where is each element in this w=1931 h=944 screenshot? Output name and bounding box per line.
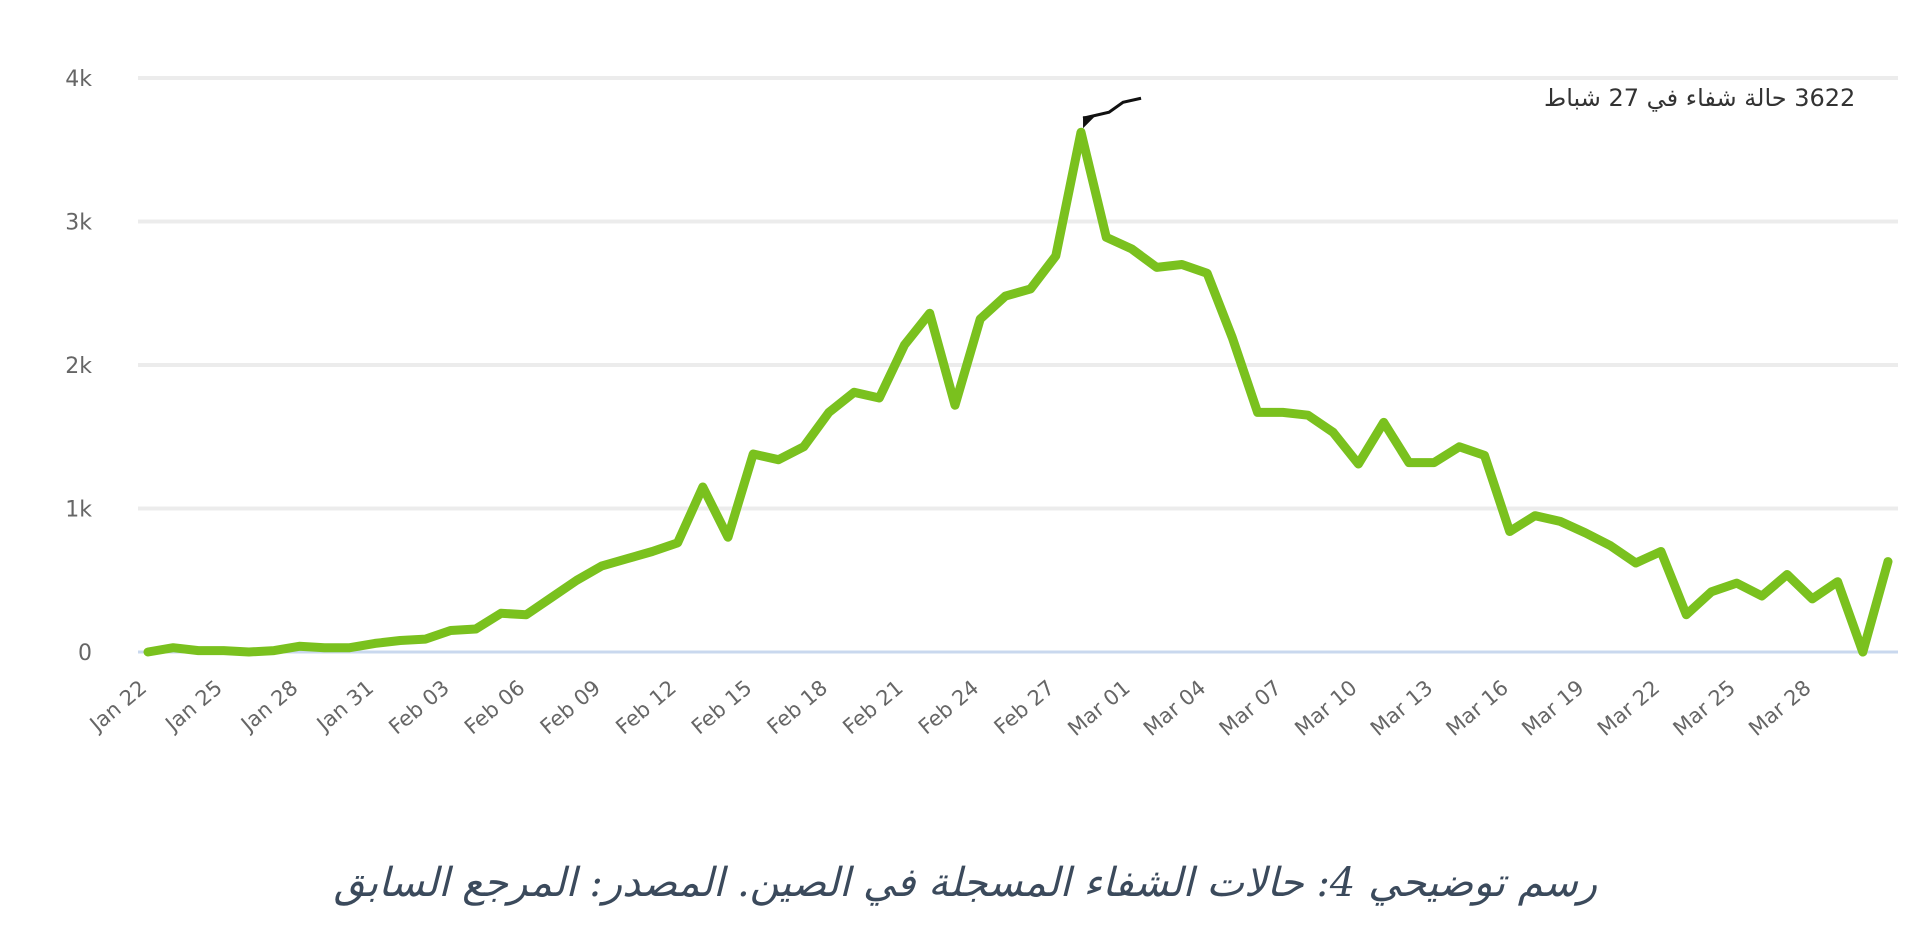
y-tick-label: 2k: [65, 354, 92, 379]
x-tick-label: Mar 01: [1063, 675, 1134, 740]
x-tick-label: Mar 04: [1139, 675, 1210, 740]
x-tick-label: Mar 10: [1290, 675, 1361, 740]
x-tick-label: Mar 28: [1744, 675, 1815, 740]
series-line-recovered: [143, 127, 1893, 657]
x-axis-ticks: Jan 22 Jan 25 Jan 28 Jan 31 Feb 03 Feb 06 Feb …: [84, 675, 1816, 740]
y-tick-label: 0: [78, 641, 92, 666]
x-tick-label: Mar 13: [1366, 675, 1437, 740]
annotation-marker: [1083, 116, 1096, 129]
annotation-connector: [1082, 96, 1142, 120]
x-tick-label: Jan 25: [160, 675, 227, 737]
x-tick-label: Mar 16: [1442, 675, 1513, 740]
x-tick-label: Feb 18: [763, 675, 832, 739]
x-tick-label: Jan 28: [235, 675, 302, 737]
x-tick-label: Feb 12: [611, 675, 680, 739]
x-tick-label: Feb 03: [384, 675, 453, 739]
y-tick-label: 4k: [65, 67, 92, 92]
figure-caption: رسم توضيحي 4: حالات الشفاء المسجلة في ال…: [333, 860, 1598, 906]
x-tick-label: Feb 06: [460, 675, 529, 739]
x-tick-label: Feb 21: [838, 675, 907, 739]
y-axis-ticks: 0 1k 2k 3k 4k: [65, 67, 92, 666]
chart-gridlines: [138, 76, 1898, 654]
x-tick-label: Feb 24: [914, 675, 983, 739]
x-tick-label: Mar 19: [1517, 675, 1588, 740]
x-tick-label: Feb 09: [536, 675, 605, 739]
x-tick-label: Mar 25: [1669, 675, 1740, 740]
y-tick-label: 3k: [65, 211, 92, 236]
peak-annotation: 3622 حالة شفاء في 27 شباط: [1544, 84, 1855, 112]
x-tick-label: Mar 07: [1215, 675, 1286, 740]
y-tick-label: 1k: [65, 498, 92, 523]
x-tick-label: Feb 15: [687, 675, 756, 739]
peak-annotation-group: 3622 حالة شفاء في 27 شباط: [1082, 84, 1855, 129]
series-layer: [143, 127, 1893, 657]
x-tick-label: Feb 27: [990, 675, 1059, 739]
x-tick-label: Jan 31: [311, 675, 378, 737]
x-tick-label: Jan 22: [84, 675, 151, 737]
x-tick-label: Mar 22: [1593, 675, 1664, 740]
